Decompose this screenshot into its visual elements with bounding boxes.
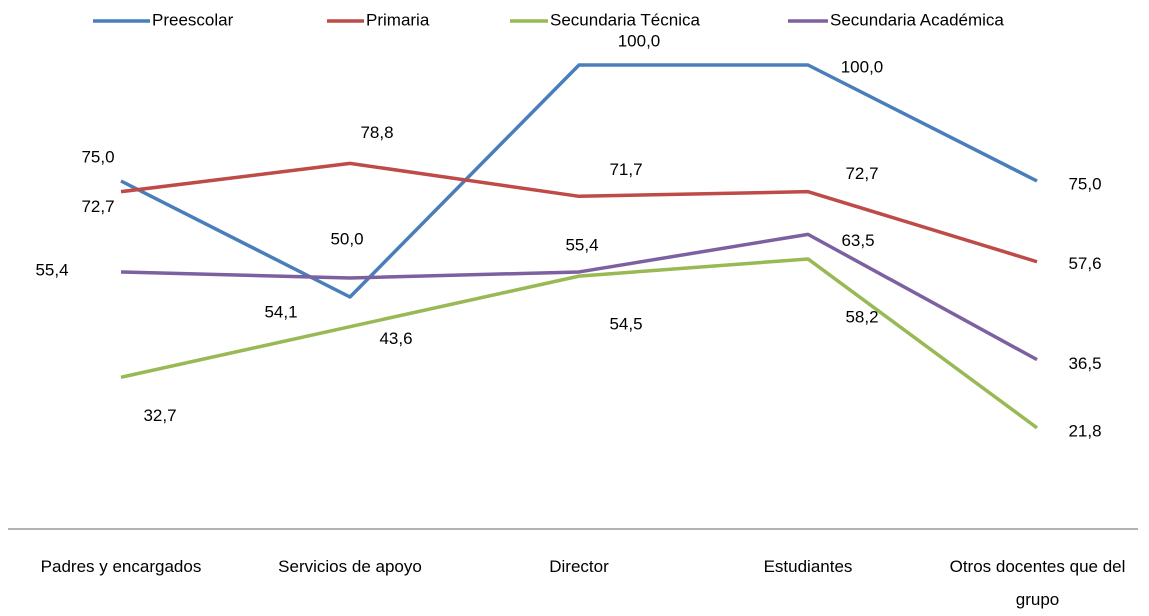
data-label: 75,0: [1068, 174, 1101, 193]
data-label: 54,5: [609, 315, 642, 334]
legend-label: Preescolar: [152, 10, 234, 29]
series-line: [120, 63, 1038, 299]
x-tick-label: Otros docentes que del grupo: [949, 557, 1126, 609]
data-label: 72,7: [845, 164, 878, 183]
data-label: 55,4: [565, 235, 598, 254]
data-label: 21,8: [1068, 421, 1101, 440]
series-line: [120, 232, 1038, 362]
data-label: 36,5: [1068, 354, 1101, 373]
data-label: 50,0: [330, 229, 363, 248]
legend-label: Primaria: [366, 10, 430, 29]
data-label: 32,7: [143, 406, 176, 425]
data-label: 58,2: [845, 307, 878, 326]
series-line: [120, 161, 1038, 264]
data-label: 71,7: [609, 160, 642, 179]
legend-label: Secundaria Académica: [830, 10, 1004, 29]
data-label: 63,5: [841, 231, 874, 250]
data-label: 43,6: [379, 329, 412, 348]
data-label: 78,8: [360, 123, 393, 142]
series-line: [120, 257, 1039, 430]
x-tick-label: Servicios de apoyo: [278, 557, 422, 576]
data-label: 55,4: [35, 260, 68, 279]
x-tick-label: Padres y encargados: [40, 557, 202, 576]
data-label: 75,0: [81, 147, 114, 166]
data-label: 100,0: [841, 57, 884, 76]
data-label: 57,6: [1068, 254, 1101, 273]
data-label: 72,7: [81, 197, 114, 216]
data-label: 100,0: [618, 31, 661, 50]
x-tick-label: Director: [549, 557, 609, 576]
data-label: 54,1: [264, 302, 297, 321]
x-tick-label: Estudiantes: [763, 557, 853, 576]
legend-label: Secundaria Técnica: [550, 10, 700, 29]
